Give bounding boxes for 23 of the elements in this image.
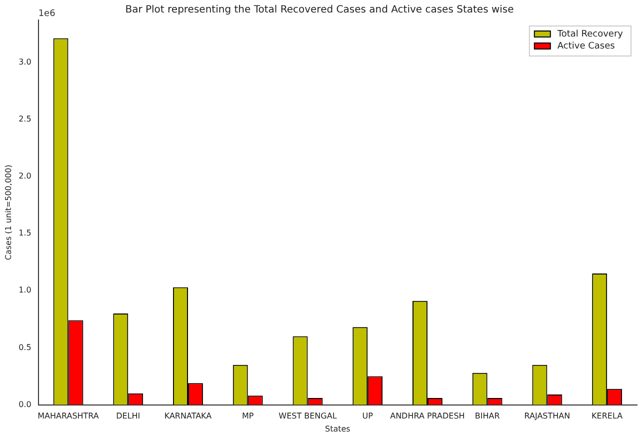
y-tick-label: 1.5 [18,228,32,238]
x-tick-label: DELHI [116,412,140,421]
y-tick-label: 0.5 [18,342,32,352]
x-tick-label: KERELA [592,412,624,421]
y-tick-label: 1.0 [18,286,32,295]
legend-label: Active Cases [557,41,616,52]
x-axis-title: States [324,424,350,434]
x-tick-label: UP [362,412,374,421]
x-tick-label: BIHAR [474,412,500,421]
x-tick-label: ANDHRA PRADESH [390,412,465,421]
y-tick-label: 2.0 [18,172,32,181]
text: 1e6 [38,8,56,19]
x-tick-label: WEST BENGAL [278,412,338,421]
y-tick-label: 0.0 [18,400,32,409]
x-tick-label: KARNATAKA [164,412,212,421]
y-tick-label: 3.0 [18,57,32,66]
y-tick-label: 2.5 [18,114,32,124]
y-axis-title: Cases (1 unit=500,000) [4,164,13,260]
x-tick-label: RAJASTHAN [524,412,570,421]
x-tick-label: MP [242,412,254,421]
legend-label: Total Recovery [556,29,624,40]
x-tick-label: MAHARASHTRA [38,412,100,421]
chart-title: Bar Plot representing the Total Recovered Cases and Active cases States wise [125,4,514,16]
